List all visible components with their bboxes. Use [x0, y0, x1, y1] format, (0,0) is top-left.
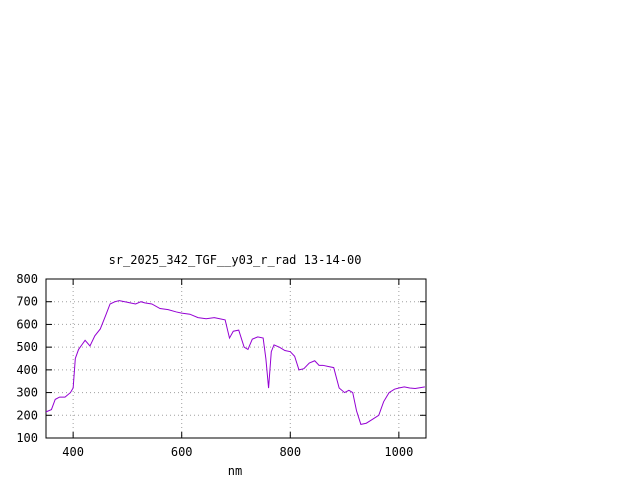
- plot-frame: [45, 278, 427, 439]
- chart-title: sr_2025_342_TGF__y03_r_rad 13-14-00: [109, 253, 362, 267]
- y-tick-label: 400: [16, 363, 38, 377]
- y-tick-label: 300: [16, 386, 38, 400]
- y-tick-label: 700: [16, 295, 38, 309]
- x-tick-label: 800: [279, 445, 301, 459]
- y-tick-label: 100: [16, 431, 38, 445]
- y-tick-label: 500: [16, 340, 38, 354]
- y-tick-label: 800: [16, 272, 38, 286]
- y-tick-label: 600: [16, 317, 38, 331]
- x-tick-label: 1000: [384, 445, 413, 459]
- x-axis-label: nm: [228, 464, 242, 478]
- x-tick-label: 600: [171, 445, 193, 459]
- y-tick-label: 200: [16, 408, 38, 422]
- data-line: [45, 300, 425, 425]
- x-tick-label: 400: [62, 445, 84, 459]
